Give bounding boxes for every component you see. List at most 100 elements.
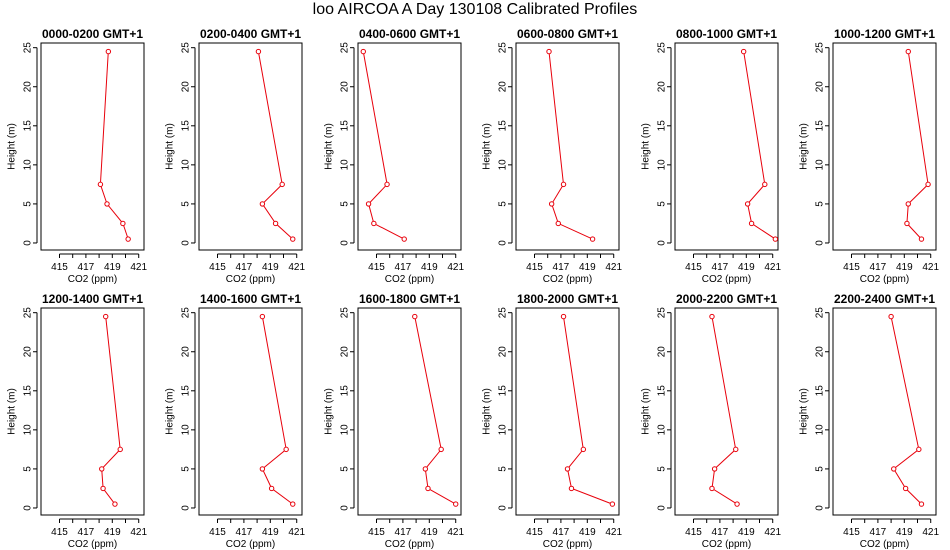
x-tick-label: 417 <box>712 527 729 538</box>
profile-panel: 0000-0200 GMT+1 0 5 10 15 20 25 Height (m) 415 41… <box>7 27 148 285</box>
profile-panel: 0400-0600 GMT+1 0 5 10 15 20 25 Height (m) 415 41… <box>324 27 465 285</box>
profile-point <box>744 201 751 207</box>
profile-point <box>401 236 407 242</box>
profile-point <box>740 48 747 55</box>
plot-frame <box>674 42 779 251</box>
profile-point <box>290 501 296 507</box>
y-tick-label: 25 <box>498 307 509 319</box>
profile-point <box>255 48 262 55</box>
y-tick-label: 20 <box>657 346 668 358</box>
y-tick-label: 10 <box>498 159 509 171</box>
profile-point <box>259 313 266 320</box>
profile-point <box>120 220 126 227</box>
x-tick-label: 415 <box>368 527 385 538</box>
x-tick-label: 421 <box>447 262 464 273</box>
y-tick-label: 25 <box>815 42 826 54</box>
y-tick-label: 15 <box>498 385 509 397</box>
y-axis-label: Height (m) <box>799 123 810 170</box>
y-tick-label: 0 <box>657 240 668 246</box>
y-tick-label: 5 <box>815 201 826 207</box>
panel-title: 1800-2000 GMT+1 <box>517 292 618 306</box>
x-axis-label: CO2 (ppm) <box>226 539 275 550</box>
panel-title: 0200-0400 GMT+1 <box>200 27 301 41</box>
x-tick-label: 417 <box>712 262 729 273</box>
profile-line <box>101 316 121 505</box>
profile-point <box>117 446 123 453</box>
y-tick-label: 25 <box>181 42 192 54</box>
panel-title: 2000-2200 GMT+1 <box>676 292 777 306</box>
profile-point <box>916 446 922 453</box>
y-tick-label: 20 <box>23 81 34 93</box>
y-tick-label: 5 <box>498 201 509 207</box>
x-axis-label: CO2 (ppm) <box>385 274 434 285</box>
y-tick-label: 15 <box>815 385 826 397</box>
x-axis-label: CO2 (ppm) <box>226 274 275 285</box>
profile-point <box>560 313 567 320</box>
y-tick-label: 5 <box>23 201 34 207</box>
profile-point <box>564 466 571 472</box>
y-tick-label: 15 <box>657 120 668 132</box>
profile-point <box>904 220 910 227</box>
x-tick-label: 417 <box>395 527 412 538</box>
profile-point <box>125 236 131 242</box>
profile-point <box>709 313 715 320</box>
x-tick-label: 415 <box>526 527 543 538</box>
profile-panel: 1200-1400 GMT+1 0 5 10 15 20 25 Height (m) 415 41… <box>7 292 148 550</box>
panel-title: 0600-0800 GMT+1 <box>517 27 618 41</box>
x-axis-label: CO2 (ppm) <box>702 274 751 285</box>
x-tick-label: 417 <box>236 262 253 273</box>
profile-point <box>891 466 897 472</box>
profile-point <box>105 48 112 55</box>
y-axis-label: Height (m) <box>324 123 335 170</box>
y-tick-label: 15 <box>23 385 34 397</box>
x-tick-label: 417 <box>870 527 887 538</box>
y-tick-label: 20 <box>181 81 192 93</box>
x-axis-label: CO2 (ppm) <box>702 539 751 550</box>
plot-frame <box>357 307 462 516</box>
x-tick-label: 421 <box>764 262 781 273</box>
x-tick-label: 415 <box>685 262 702 273</box>
y-tick-label: 5 <box>181 201 192 207</box>
x-tick-label: 417 <box>78 527 95 538</box>
panel-title: 0000-0200 GMT+1 <box>42 27 143 41</box>
profile-panel: 2000-2200 GMT+1 0 5 10 15 20 25 Height (m) 415 41… <box>641 292 782 550</box>
y-tick-label: 20 <box>657 81 668 93</box>
y-axis-label: Height (m) <box>165 388 176 435</box>
y-tick-label: 20 <box>815 81 826 93</box>
x-tick-label: 419 <box>262 527 279 538</box>
y-tick-label: 25 <box>23 307 34 319</box>
y-tick-label: 15 <box>340 120 351 132</box>
x-tick-label: 417 <box>553 527 570 538</box>
y-tick-label: 5 <box>498 466 509 472</box>
y-tick-label: 25 <box>657 42 668 54</box>
x-tick-label: 421 <box>922 262 939 273</box>
profile-line <box>711 316 738 505</box>
y-tick-label: 10 <box>340 159 351 171</box>
y-tick-label: 20 <box>815 346 826 358</box>
profile-point <box>711 466 718 472</box>
x-tick-label: 415 <box>685 527 702 538</box>
x-tick-label: 415 <box>526 262 543 273</box>
y-tick-label: 15 <box>181 120 192 132</box>
profile-point <box>609 501 616 507</box>
y-tick-label: 5 <box>815 466 826 472</box>
profile-panel: 1800-2000 GMT+1 0 5 10 15 20 25 Height (m) 415 41… <box>482 292 623 550</box>
x-tick-label: 415 <box>843 527 860 538</box>
y-axis-label: Height (m) <box>165 123 176 170</box>
y-tick-label: 10 <box>657 424 668 436</box>
x-tick-label: 417 <box>236 527 253 538</box>
profile-panel: 0200-0400 GMT+1 0 5 10 15 20 25 Height (m) 415 41… <box>165 27 306 285</box>
profile-point <box>425 485 431 492</box>
profile-point <box>259 466 266 472</box>
x-tick-label: 419 <box>896 527 913 538</box>
x-tick-label: 419 <box>104 262 121 273</box>
x-axis-label: CO2 (ppm) <box>543 274 592 285</box>
y-tick-label: 20 <box>23 346 34 358</box>
profile-line <box>362 51 405 240</box>
x-axis-label: CO2 (ppm) <box>860 539 909 550</box>
y-axis-label: Height (m) <box>641 388 652 435</box>
figure-title: loo AIRCOA A Day 130108 Calibrated Profi… <box>312 1 638 18</box>
panel-title: 1400-1600 GMT+1 <box>200 292 301 306</box>
profile-line <box>548 51 593 240</box>
plot-frame <box>674 307 779 516</box>
